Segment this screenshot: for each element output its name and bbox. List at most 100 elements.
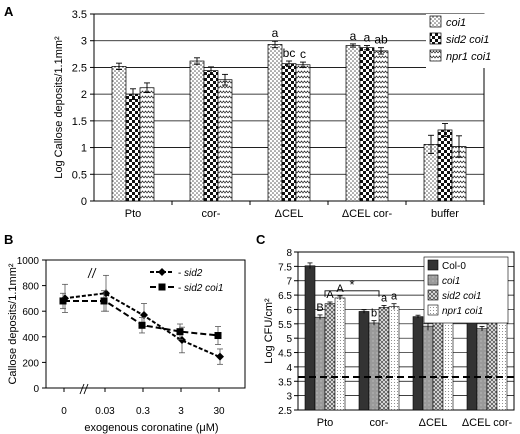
data-point: [59, 297, 67, 305]
bar: [314, 316, 326, 411]
panel-label-c: C: [256, 232, 266, 247]
y-tick-label: 400: [22, 333, 39, 344]
x-tick-label: Pto: [125, 208, 142, 220]
annotation-label: a: [381, 292, 388, 304]
x-tick-label: ΔCEL cor-: [462, 417, 513, 429]
y-tick-label: 7.5: [278, 262, 292, 273]
y-tick-label: 800: [22, 282, 39, 293]
y-tick-label: 6: [286, 305, 292, 316]
panel-label-b: B: [4, 232, 13, 247]
legend-label: npr1 coi1: [442, 306, 483, 317]
annotation-label: a: [391, 291, 398, 303]
y-tick-label: 2: [81, 89, 87, 101]
data-point: [216, 352, 224, 361]
legend-label: sid2 coi1: [184, 283, 223, 294]
legend-swatch: [427, 259, 439, 271]
bar: [281, 63, 297, 202]
bar: [304, 265, 316, 411]
y-tick-label: 0: [33, 384, 39, 395]
legend-swatch: [427, 289, 439, 301]
bar: [422, 325, 434, 411]
y-tick-label: 2.5: [278, 406, 292, 417]
annotation-label: A: [326, 289, 334, 301]
bar: [203, 70, 219, 202]
bar: [388, 306, 400, 411]
panel-a-chart: 0 0.5 1 1.5 2 2.5 3 3.5 Log Callose deposits/1.1…: [53, 9, 491, 220]
bar: [345, 45, 361, 202]
bar: [217, 79, 233, 202]
x-tick-label: cor-: [202, 208, 221, 220]
annotation-label: c: [300, 47, 306, 61]
data-point: [176, 328, 184, 336]
bar: [189, 60, 205, 202]
bar: [358, 311, 370, 411]
legend-label: npr1 coi1: [446, 51, 491, 63]
x-tick-label: 0.3: [136, 406, 150, 417]
y-tick-label: 5.5: [278, 320, 292, 331]
bar: [324, 303, 336, 411]
y-tick-label: 1.5: [72, 116, 87, 128]
bar: [111, 66, 127, 202]
y-tick-label: 8: [286, 248, 292, 259]
legend-label: sid2: [184, 268, 203, 279]
y-tick-label: 4.5: [278, 349, 292, 360]
panel-c-chart: 2.5 3 3.5 4 4.5 5 5.5 6 6.5 7 7.5 8 Log CFU/cm² Pto co…: [263, 248, 515, 429]
bar: [412, 316, 424, 411]
y-tick-label: 5: [286, 334, 292, 345]
annotation-label: B: [316, 302, 323, 314]
legend-swatch: [427, 274, 439, 286]
x-tick-label: buffer: [431, 208, 459, 220]
bar: [139, 87, 155, 202]
significance-bracket: [324, 290, 380, 297]
bar: [334, 297, 346, 411]
bar: [125, 93, 141, 202]
significance-star: *: [349, 277, 354, 292]
y-tick-label: 2.5: [72, 62, 87, 74]
x-tick-label: Pto: [317, 417, 334, 429]
y-tick-label: 1000: [17, 256, 40, 267]
legend-label: sid2 coi1: [446, 34, 489, 46]
bar: [486, 322, 498, 411]
y-tick-label: 0: [81, 196, 87, 208]
annotation-label: A: [336, 283, 344, 295]
panel-label-a: A: [4, 4, 14, 19]
x-tick-label: ΔCEL: [275, 208, 304, 220]
legend-dash: -: [178, 283, 181, 294]
bar: [432, 310, 444, 411]
annotation-label: ab: [374, 33, 388, 47]
y-axis-label: Log CFU/cm²: [263, 298, 275, 364]
y-tick-label: 3.5: [278, 377, 292, 388]
legend-label: Col-0: [442, 261, 466, 272]
bar: [378, 307, 390, 411]
annotation-label: a: [350, 29, 357, 43]
bar: [466, 321, 478, 411]
x-tick-label: 0.03: [95, 406, 115, 417]
x-tick-label: 0: [61, 406, 67, 417]
x-axis-label: exogenous coronatine (μM): [84, 422, 218, 434]
legend-swatch: [427, 304, 439, 316]
legend-label: coi1: [446, 17, 466, 29]
legend-swatch: [429, 49, 442, 62]
y-tick-label: 7: [286, 277, 292, 288]
annotation-label: a: [364, 31, 371, 45]
y-tick-label: 0.5: [72, 169, 87, 181]
data-point: [100, 297, 108, 305]
annotation-label: a: [272, 26, 279, 40]
bar: [442, 317, 454, 411]
axis-break-line: [87, 267, 97, 279]
y-tick-label: 3: [286, 392, 292, 403]
y-tick-label: 3.5: [72, 9, 87, 21]
data-point: [214, 332, 222, 340]
legend-label: coi1: [442, 276, 460, 287]
legend-dash: -: [178, 268, 181, 279]
bar: [496, 319, 508, 411]
x-tick-label: ΔCEL: [419, 417, 448, 429]
bar: [368, 322, 380, 411]
legend-marker: [158, 283, 166, 291]
y-tick-label: 600: [22, 307, 39, 318]
y-axis-label: Callose deposits/1.1mm²: [7, 263, 19, 384]
y-axis-label: Log Callose deposits/1.1mm²: [53, 36, 65, 179]
axis-break-bottom: [79, 383, 89, 395]
bar: [373, 50, 389, 202]
